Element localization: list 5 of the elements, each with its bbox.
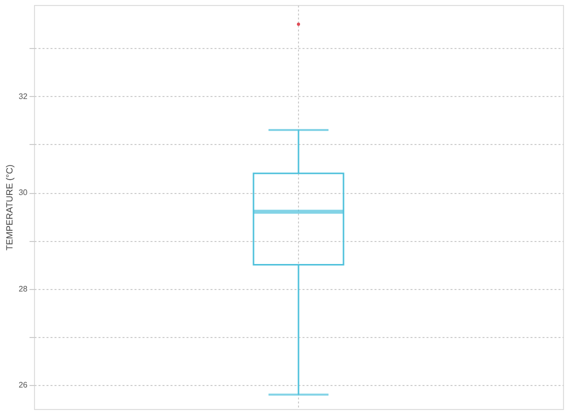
y-tick-label: 26 xyxy=(18,380,28,390)
y-tick-label: 28 xyxy=(18,284,28,294)
y-tick-label: 32 xyxy=(18,92,28,101)
y-tick-label: 30 xyxy=(18,188,28,198)
y-axis-title: TEMPERATURE (°C) xyxy=(4,164,15,250)
